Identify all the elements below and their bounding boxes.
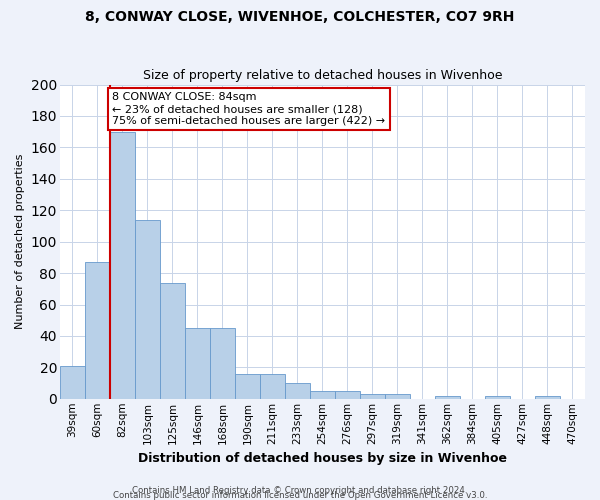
Bar bbox=[535, 396, 560, 399]
Bar bbox=[210, 328, 235, 399]
Y-axis label: Number of detached properties: Number of detached properties bbox=[15, 154, 25, 330]
Bar bbox=[160, 282, 185, 399]
Bar bbox=[185, 328, 210, 399]
Text: 8, CONWAY CLOSE, WIVENHOE, COLCHESTER, CO7 9RH: 8, CONWAY CLOSE, WIVENHOE, COLCHESTER, C… bbox=[85, 10, 515, 24]
Bar bbox=[435, 396, 460, 399]
Bar bbox=[360, 394, 385, 399]
Bar bbox=[60, 366, 85, 399]
Bar bbox=[235, 374, 260, 399]
Bar bbox=[385, 394, 410, 399]
Text: Contains HM Land Registry data © Crown copyright and database right 2024.: Contains HM Land Registry data © Crown c… bbox=[132, 486, 468, 495]
Bar bbox=[310, 391, 335, 399]
Bar bbox=[110, 132, 135, 399]
X-axis label: Distribution of detached houses by size in Wivenhoe: Distribution of detached houses by size … bbox=[138, 452, 507, 465]
Bar bbox=[135, 220, 160, 399]
Bar bbox=[485, 396, 510, 399]
Bar bbox=[335, 391, 360, 399]
Bar bbox=[285, 383, 310, 399]
Bar bbox=[85, 262, 110, 399]
Title: Size of property relative to detached houses in Wivenhoe: Size of property relative to detached ho… bbox=[143, 69, 502, 82]
Text: Contains public sector information licensed under the Open Government Licence v3: Contains public sector information licen… bbox=[113, 491, 487, 500]
Bar bbox=[260, 374, 285, 399]
Text: 8 CONWAY CLOSE: 84sqm
← 23% of detached houses are smaller (128)
75% of semi-det: 8 CONWAY CLOSE: 84sqm ← 23% of detached … bbox=[112, 92, 385, 126]
